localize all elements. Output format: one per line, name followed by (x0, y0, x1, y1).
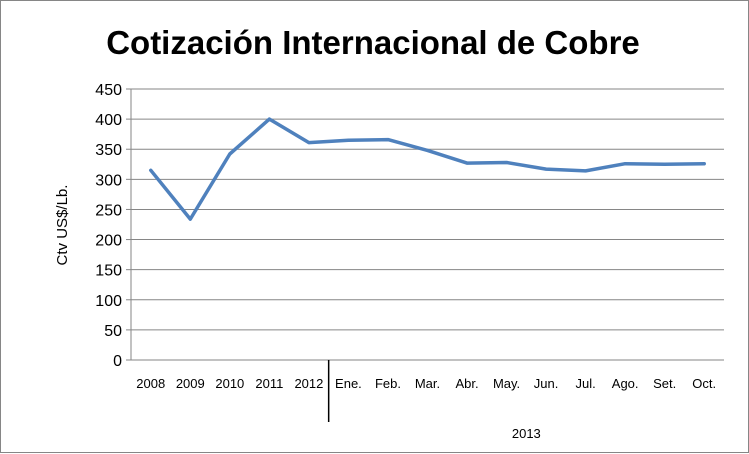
x-tick-label: Mar. (415, 376, 440, 391)
y-tick-label: 250 (95, 202, 122, 219)
data-point (544, 167, 548, 171)
series-layer (149, 117, 706, 221)
y-tick-label: 450 (95, 82, 122, 99)
y-tick-label: 150 (95, 263, 122, 280)
y-tick-label: 300 (95, 172, 122, 189)
x-tick-label: Jul. (576, 376, 596, 391)
x-tick-label: Set. (653, 376, 676, 391)
x-tick-label: May. (493, 376, 520, 391)
data-point (426, 148, 429, 152)
data-point (346, 138, 350, 142)
x-tick-label: 2008 (136, 376, 165, 391)
x-tick-label: 2010 (215, 376, 244, 391)
data-point (267, 117, 271, 121)
x-tick-label: Oct. (692, 376, 716, 391)
y-tick-label: 50 (104, 323, 122, 340)
x-tick-label: 2011 (255, 376, 283, 391)
axes (130, 89, 724, 422)
x-tick-label: 2009 (176, 376, 205, 391)
data-point (584, 169, 588, 173)
data-point (188, 217, 192, 221)
x-tick-label: Jun. (534, 376, 559, 391)
data-point (623, 162, 627, 166)
y-axis-label: Ctv US$/Lb. (54, 185, 71, 266)
x-tick-labels: 2008 2009 2010 2011 2012 Ene. Feb. Mar. Abr. May.… (136, 376, 716, 391)
data-point (307, 141, 311, 145)
data-point (702, 162, 706, 166)
y-tick-label: 100 (95, 293, 122, 310)
x-tick-label: 2012 (294, 376, 323, 391)
y-tick-labels: 0 50 100 150 200 250 300 350 400 450 (95, 82, 122, 370)
y-tick-label: 0 (113, 353, 122, 370)
chart-title: Cotización Internacional de Cobre (106, 24, 640, 61)
data-point (505, 160, 509, 164)
gridlines (126, 88, 724, 361)
data-point (386, 138, 390, 142)
y-tick-label: 200 (95, 233, 122, 250)
y-tick-label: 400 (95, 112, 122, 129)
data-point (663, 162, 667, 166)
data-point (149, 168, 153, 172)
data-point (465, 161, 469, 165)
series-line (149, 117, 706, 221)
y-tick-label: 350 (95, 142, 122, 159)
x-tick-label: Ago. (612, 376, 639, 391)
x-tick-label: Ene. (335, 376, 362, 391)
x-category-group-label: 2013 (512, 426, 541, 441)
data-point (228, 152, 232, 156)
x-tick-label: Abr. (455, 376, 478, 391)
x-tick-label: Feb. (375, 376, 401, 391)
